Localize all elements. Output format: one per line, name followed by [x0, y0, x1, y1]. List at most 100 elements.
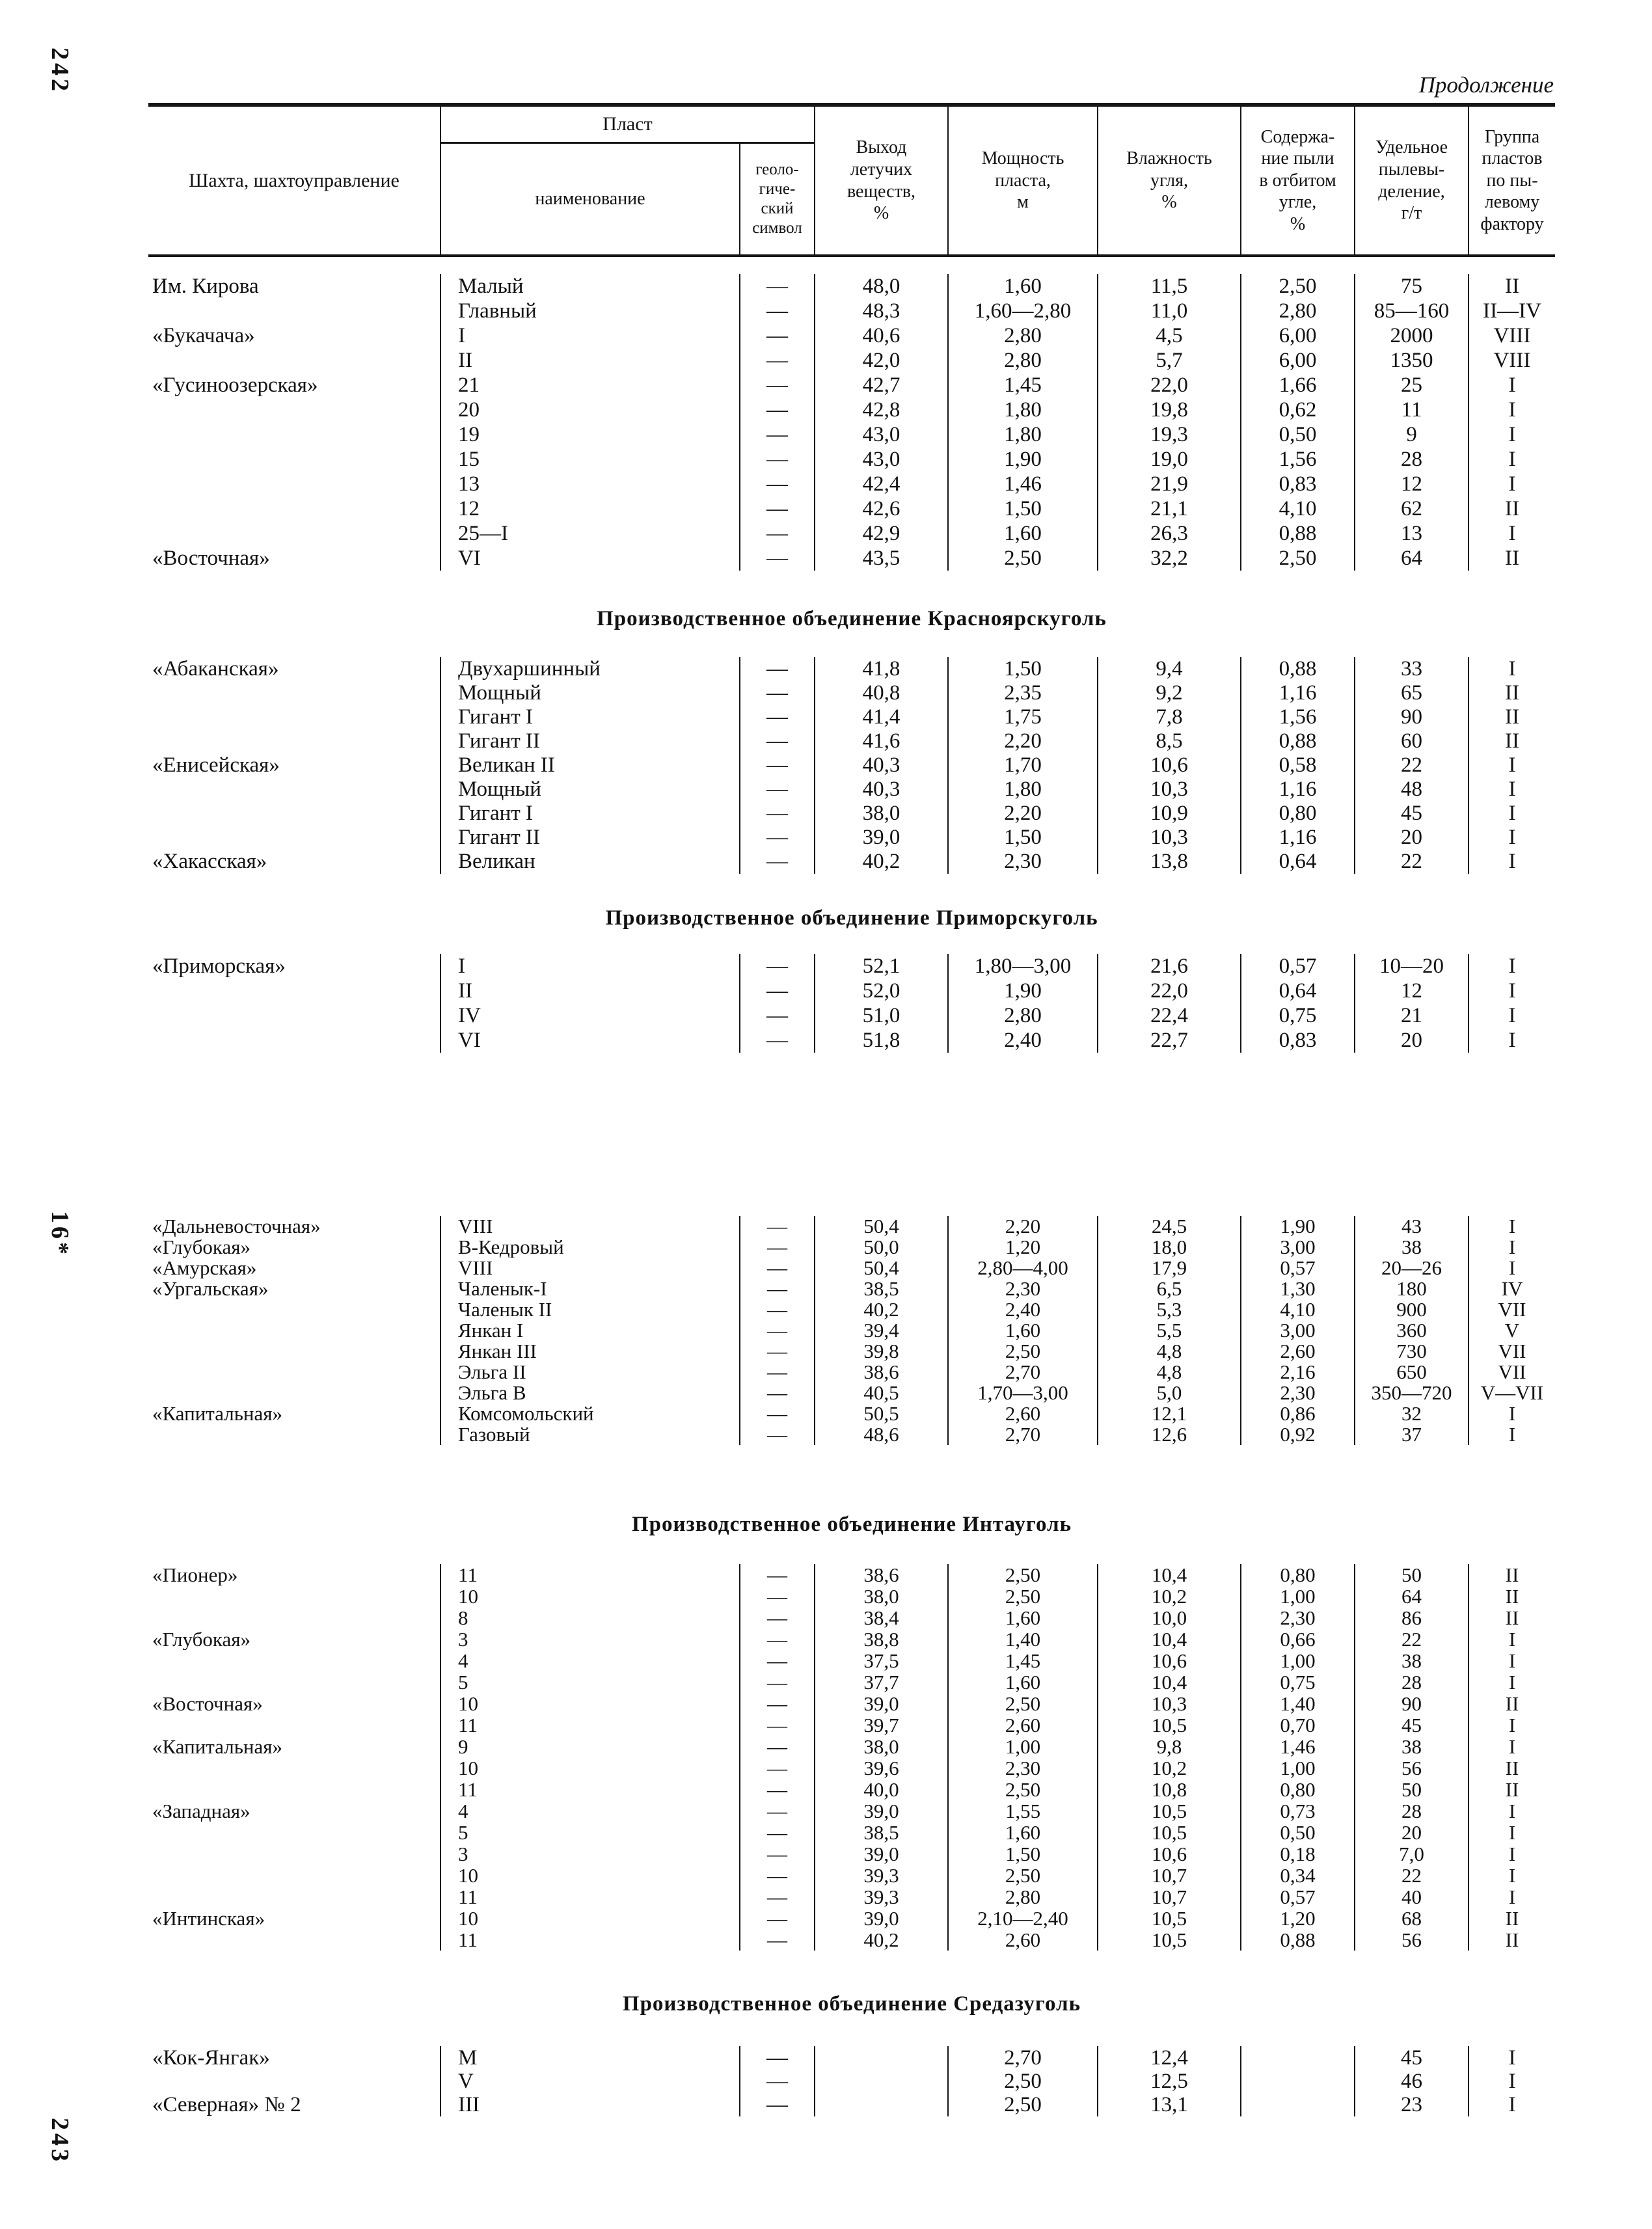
continuation-label: Продолжение — [1418, 72, 1554, 98]
cell-emission: 46 — [1355, 2070, 1469, 2093]
cell-group: I — [1508, 1671, 1516, 1693]
table-block: «Приморская» I —52,1 1,80—3,00 21,6 0,57 10—20… — [148, 947, 1555, 1066]
cell-dust: 1,00 — [1241, 1586, 1355, 1607]
cell-group: I — [1508, 1403, 1516, 1424]
cell-dust: 0,88 — [1241, 1929, 1355, 1951]
table-row: «Глубокая» В-Кедровый —50,0 1,20 18,0 3,00 38 I — [148, 1237, 1555, 1258]
cell-group: I — [1508, 1736, 1516, 1757]
cell-mine — [148, 521, 441, 546]
table-row: IV —51,0 2,80 22,4 0,75 21 I — [148, 1003, 1555, 1028]
cell-dust: 0,73 — [1241, 1800, 1355, 1822]
cell-emission: 22 — [1355, 850, 1469, 874]
cell-geol: — — [740, 1693, 815, 1714]
cell-moisture: 19,0 — [1098, 447, 1241, 472]
cell-volatile — [815, 2070, 949, 2093]
table-row: 11—39,7 2,60 10,5 0,70 45 I — [148, 1714, 1555, 1736]
cell-thickness: 1,90 — [949, 447, 1098, 472]
cell-emission: 56 — [1355, 1929, 1469, 1951]
cell-volatile: 42,6 — [815, 496, 949, 521]
table-row: 8—38,4 1,60 10,0 2,30 86 II — [148, 1607, 1555, 1628]
cell-moisture: 19,3 — [1098, 422, 1241, 447]
cell-geol: — — [740, 1216, 815, 1237]
cell-moisture: 10,4 — [1098, 1564, 1241, 1586]
section-title: Производственное объединение Интауголь — [631, 1513, 1072, 1536]
cell-mine: «Глубокая» — [148, 1237, 441, 1258]
cell-geol: — — [740, 954, 815, 979]
cell-mine: «Кок-Янгак» — [148, 2046, 441, 2070]
table-row: «Абаканская» Двухаршинный —41,8 1,50 9,4 0,88… — [148, 657, 1555, 681]
cell-thickness: 1,45 — [949, 373, 1098, 398]
cell-geol: — — [740, 1586, 815, 1607]
cell-emission: 20 — [1355, 1822, 1469, 1843]
cell-moisture: 19,8 — [1098, 398, 1241, 422]
cell-mine — [148, 422, 441, 447]
cell-seam: Эльга В — [441, 1383, 740, 1403]
signature-mark: 16* — [20, 1185, 100, 1283]
cell-dust: 0,83 — [1241, 1028, 1355, 1053]
cell-geol: — — [740, 1237, 815, 1258]
table-row: Эльга II —38,6 2,70 4,8 2,16 650 VII — [148, 1362, 1555, 1383]
table-row: «Дальневосточная» VIII —50,4 2,20 24,5 1,90 43… — [148, 1216, 1555, 1237]
table-row: 10—38,0 2,50 10,2 1,00 64 II — [148, 1586, 1555, 1607]
cell-mine — [148, 777, 441, 802]
cell-group: II — [1505, 1607, 1519, 1628]
cell-group: II — [1505, 546, 1519, 570]
cell-moisture: 22,0 — [1098, 373, 1241, 398]
cell-thickness: 2,50 — [949, 2093, 1098, 2116]
cell-seam: 11 — [441, 1779, 740, 1800]
cell-group: II — [1505, 681, 1519, 705]
cell-geol: — — [740, 1383, 815, 1403]
cell-mine: «Глубокая» — [148, 1628, 441, 1650]
cell-emission: 900 — [1355, 1299, 1469, 1320]
cell-dust: 2,50 — [1241, 274, 1355, 299]
cell-moisture: 21,9 — [1098, 472, 1241, 496]
cell-thickness: 1,00 — [949, 1736, 1098, 1757]
cell-mine — [148, 681, 441, 705]
section-title: Производственное объединение Красноярску… — [597, 607, 1107, 630]
table-row: 5—38,5 1,60 10,5 0,50 20 I — [148, 1822, 1555, 1843]
cell-dust: 2,30 — [1241, 1607, 1355, 1628]
cell-geol: — — [740, 1843, 815, 1865]
cell-thickness: 1,80 — [949, 398, 1098, 422]
table-row: Янкан I —39,4 1,60 5,5 3,00 360 V — [148, 1320, 1555, 1341]
cell-seam: 10 — [441, 1908, 740, 1929]
cell-mine — [148, 1714, 441, 1736]
cell-geol: — — [740, 2046, 815, 2070]
cell-moisture: 10,6 — [1098, 753, 1241, 777]
cell-seam: Гигант II — [441, 729, 740, 753]
cell-seam: Великан — [441, 850, 740, 874]
cell-thickness: 1,80—3,00 — [949, 954, 1098, 979]
cell-dust: 3,00 — [1241, 1320, 1355, 1341]
cell-thickness: 2,30 — [949, 850, 1098, 874]
cell-volatile: 40,3 — [815, 753, 949, 777]
cell-geol: — — [740, 1607, 815, 1628]
table-row: «Гусиноозерская» 21—42,7 1,45 22,0 1,66 25 I — [148, 373, 1555, 398]
cell-moisture: 10,7 — [1098, 1865, 1241, 1886]
cell-volatile: 42,7 — [815, 373, 949, 398]
section-title: Производственное объединение Средазуголь — [622, 1992, 1081, 2016]
cell-dust: 1,66 — [1241, 373, 1355, 398]
table-row: «Северная» № 2 III — 2,50 13,1 23 I — [148, 2093, 1555, 2116]
cell-volatile: 50,4 — [815, 1216, 949, 1237]
cell-mine — [148, 2070, 441, 2093]
table-block: Им. Кирова Малый —48,0 1,60 11,5 2,50 75 II Глав… — [148, 257, 1555, 585]
table-row: Гигант II —41,6 2,20 8,5 0,88 60 II — [148, 729, 1555, 753]
cell-thickness: 2,80 — [949, 1003, 1098, 1028]
cell-group: I — [1508, 954, 1516, 978]
table-row: 5—37,7 1,60 10,4 0,75 28 I — [148, 1671, 1555, 1693]
cell-emission: 56 — [1355, 1757, 1469, 1779]
cell-group: I — [1508, 422, 1516, 446]
cell-mine — [148, 496, 441, 521]
cell-seam: Гигант I — [441, 705, 740, 729]
cell-mine: «Ургальская» — [148, 1278, 441, 1299]
cell-group: I — [1508, 1843, 1516, 1865]
cell-thickness: 2,60 — [949, 1929, 1098, 1951]
cell-dust: 0,86 — [1241, 1403, 1355, 1424]
cell-volatile: 40,8 — [815, 681, 949, 705]
cell-group: V — [1504, 1320, 1520, 1341]
cell-dust: 0,50 — [1241, 422, 1355, 447]
cell-seam: 4 — [441, 1650, 740, 1671]
cell-geol: — — [740, 850, 815, 874]
cell-dust: 0,18 — [1241, 1843, 1355, 1865]
cell-emission: 20—26 — [1355, 1258, 1469, 1278]
